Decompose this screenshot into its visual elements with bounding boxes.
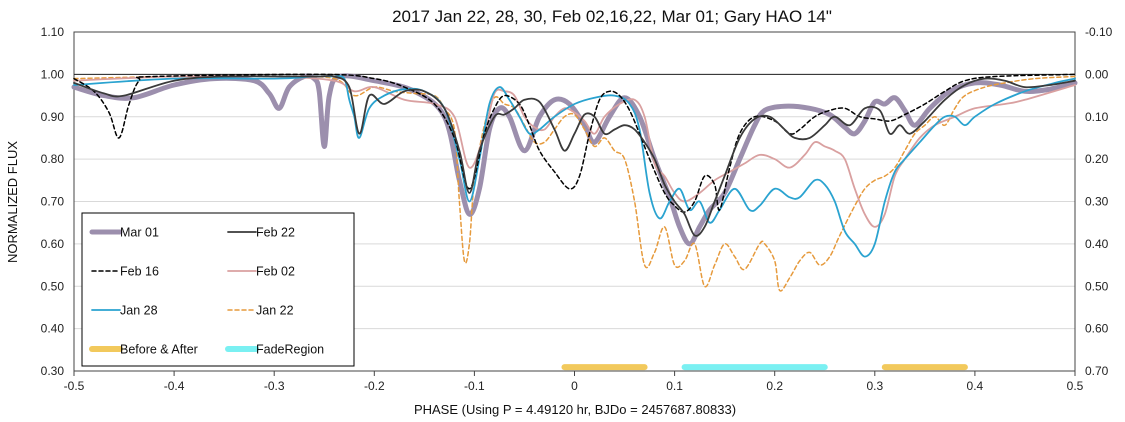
x-tick-label: 0 bbox=[571, 379, 578, 393]
y-axis-label: NORMALIZED FLUX bbox=[5, 141, 20, 263]
x-tick-label: 0.1 bbox=[666, 379, 683, 393]
y-tick-label: 0.90 bbox=[41, 110, 65, 124]
y2-tick-label: 0.50 bbox=[1085, 279, 1109, 293]
y-tick-label: 0.60 bbox=[41, 237, 65, 251]
x-tick-label: -0.5 bbox=[64, 379, 85, 393]
series-line-feb-22 bbox=[73, 74, 1076, 237]
x-tick-label: 0.2 bbox=[766, 379, 783, 393]
legend-box bbox=[81, 212, 355, 367]
y-tick-label: 0.80 bbox=[41, 152, 65, 166]
legend-label: Mar 01 bbox=[120, 226, 159, 240]
y2-tick-label: -0.10 bbox=[1085, 25, 1113, 39]
legend-label: Feb 16 bbox=[120, 265, 159, 279]
legend-label: Jan 28 bbox=[120, 304, 158, 318]
y2-tick-label: 0.60 bbox=[1085, 322, 1109, 336]
y2-tick-label: 0.70 bbox=[1085, 364, 1109, 378]
y2-tick-label: 0.10 bbox=[1085, 110, 1109, 124]
x-tick-label: -0.1 bbox=[464, 379, 485, 393]
series-line-feb-16 bbox=[73, 73, 1076, 213]
x-tick-label: -0.2 bbox=[364, 379, 385, 393]
x-tick-label: 0.4 bbox=[967, 379, 984, 393]
x-tick-label: -0.4 bbox=[164, 379, 185, 393]
y2-tick-label: 0.30 bbox=[1085, 195, 1109, 209]
y-tick-label: 0.70 bbox=[41, 195, 65, 209]
y-tick-label: 0.40 bbox=[41, 322, 65, 336]
legend: Mar 01 Feb 22 Feb 16 Feb 02 Jan 28 Jan 22 Befo… bbox=[81, 212, 355, 367]
x-axis-label: PHASE (Using P = 4.49120 hr, BJDo = 2457… bbox=[414, 402, 736, 417]
y-tick-label: 0.50 bbox=[41, 279, 65, 293]
legend-label: FadeRegion bbox=[256, 343, 324, 357]
y2-tick-label: 0.20 bbox=[1085, 152, 1109, 166]
x-tick-label: 0.3 bbox=[866, 379, 883, 393]
series-line-jan-22 bbox=[73, 75, 1076, 292]
chart-title: 2017 Jan 22, 28, 30, Feb 02,16,22, Mar 0… bbox=[392, 7, 832, 26]
legend-label: Before & After bbox=[120, 343, 198, 357]
series-layer bbox=[71, 73, 1078, 371]
y-tick-label: 0.30 bbox=[41, 364, 65, 378]
legend-label: Jan 22 bbox=[256, 304, 294, 318]
legend-label: Feb 02 bbox=[256, 265, 295, 279]
y-tick-label: 1.10 bbox=[41, 25, 65, 39]
y2-tick-label: 0.00 bbox=[1085, 67, 1109, 81]
tick-labels: 0.300.400.500.600.700.800.901.001.100.70… bbox=[41, 25, 1113, 393]
series-line-feb-02 bbox=[73, 75, 1076, 228]
legend-label: Feb 22 bbox=[256, 226, 295, 240]
x-tick-label: -0.3 bbox=[264, 379, 285, 393]
series-line-jan-28 bbox=[73, 75, 1076, 258]
y-tick-label: 1.00 bbox=[41, 67, 65, 81]
x-tick-label: 0.5 bbox=[1067, 379, 1084, 393]
y2-tick-label: 0.40 bbox=[1085, 237, 1109, 251]
